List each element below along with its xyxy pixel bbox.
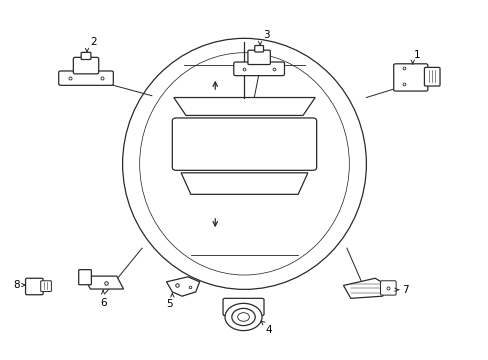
Text: 7: 7 [402,285,408,295]
FancyBboxPatch shape [247,50,270,64]
Ellipse shape [122,39,366,289]
FancyBboxPatch shape [254,45,263,52]
FancyBboxPatch shape [79,270,91,285]
FancyBboxPatch shape [81,52,91,59]
Text: 2: 2 [90,37,97,46]
Circle shape [224,303,262,330]
Text: 8: 8 [14,280,20,290]
Text: 6: 6 [100,298,106,308]
Circle shape [237,313,249,321]
Text: 3: 3 [263,30,269,40]
Text: 1: 1 [413,50,420,59]
Text: 5: 5 [166,299,172,309]
FancyBboxPatch shape [73,57,99,74]
FancyBboxPatch shape [25,278,43,295]
FancyBboxPatch shape [41,281,51,292]
FancyBboxPatch shape [424,67,439,86]
FancyBboxPatch shape [393,64,427,91]
FancyBboxPatch shape [172,118,316,170]
Polygon shape [173,98,315,116]
FancyBboxPatch shape [59,71,113,85]
Polygon shape [166,277,199,296]
Polygon shape [83,276,123,289]
FancyBboxPatch shape [380,281,395,295]
Polygon shape [181,173,307,194]
Text: 4: 4 [265,325,271,335]
FancyBboxPatch shape [223,298,264,316]
Polygon shape [343,278,386,298]
FancyBboxPatch shape [233,62,284,76]
Circle shape [231,309,255,325]
